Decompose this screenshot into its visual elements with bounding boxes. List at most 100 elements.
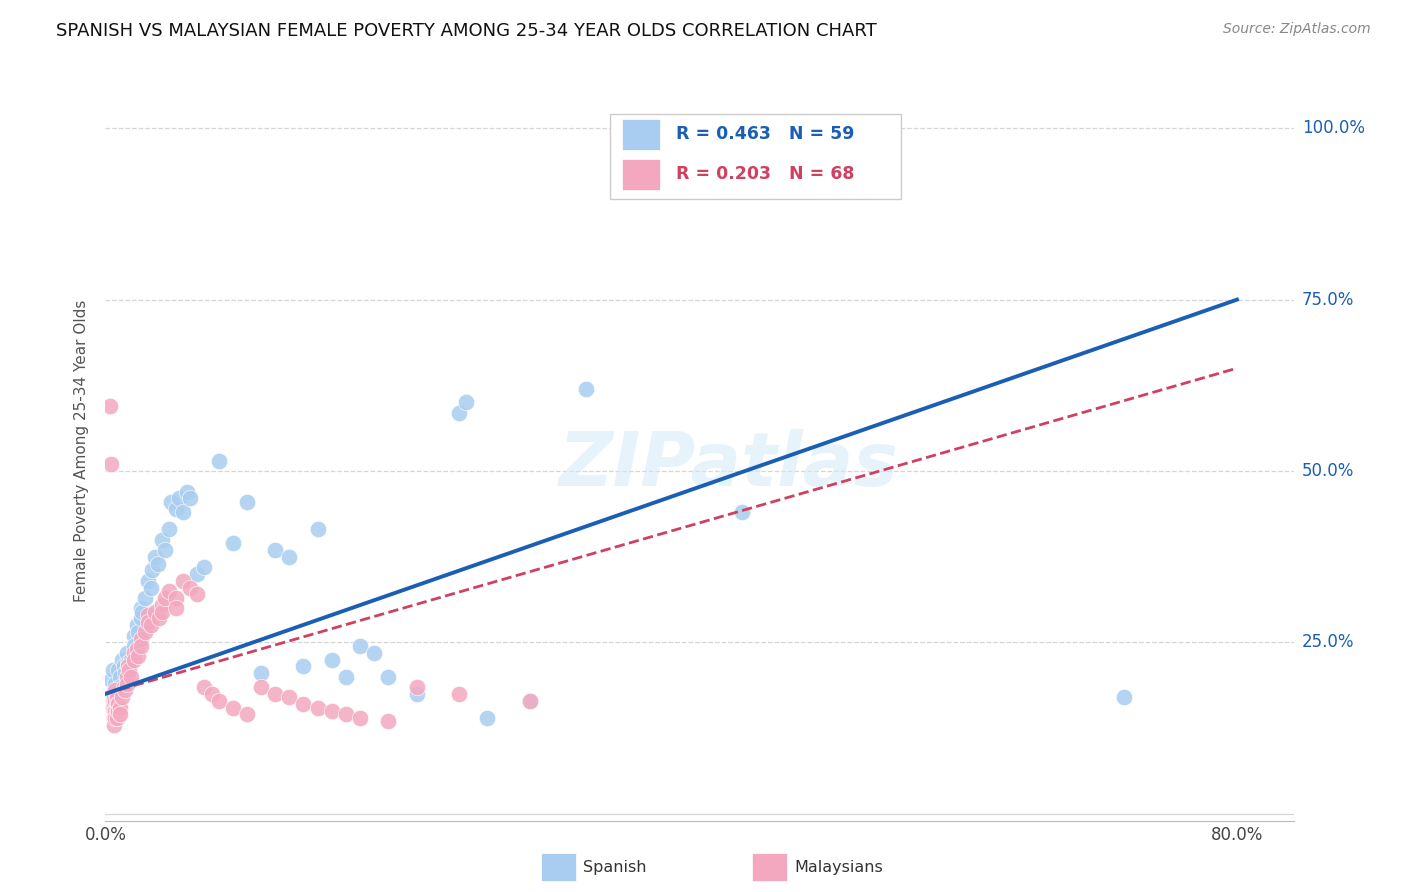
Point xyxy=(115,670,138,684)
Point xyxy=(136,607,159,622)
Point xyxy=(250,680,273,694)
Point xyxy=(105,711,128,725)
Point xyxy=(104,704,127,718)
Point xyxy=(250,666,273,681)
FancyBboxPatch shape xyxy=(623,159,661,190)
Point xyxy=(150,605,173,619)
Point xyxy=(111,690,134,705)
Point xyxy=(103,704,125,718)
FancyBboxPatch shape xyxy=(623,119,661,150)
Text: R = 0.463   N = 59: R = 0.463 N = 59 xyxy=(676,126,853,144)
Point xyxy=(112,659,135,673)
Point xyxy=(101,694,124,708)
Point xyxy=(107,663,129,677)
Point xyxy=(98,399,121,413)
Point xyxy=(117,656,139,670)
Point xyxy=(120,652,142,666)
Point xyxy=(405,680,427,694)
Point xyxy=(118,663,141,677)
Point xyxy=(115,646,138,660)
Point xyxy=(129,611,152,625)
Point xyxy=(222,536,245,550)
Text: 50.0%: 50.0% xyxy=(1302,462,1354,480)
Point xyxy=(107,704,129,718)
Point xyxy=(321,652,343,666)
Point xyxy=(143,605,166,619)
Point xyxy=(104,711,127,725)
Point xyxy=(101,663,124,677)
Point xyxy=(108,707,131,722)
Point xyxy=(118,663,141,677)
Point xyxy=(186,587,208,601)
Point xyxy=(141,563,163,577)
Point xyxy=(108,700,131,714)
Point xyxy=(193,680,215,694)
Point xyxy=(115,676,138,690)
Point xyxy=(179,581,201,595)
Point xyxy=(103,717,125,731)
Point xyxy=(127,625,149,640)
Text: Spanish: Spanish xyxy=(583,860,647,874)
Point xyxy=(111,652,134,666)
Point xyxy=(207,454,229,468)
Point xyxy=(153,542,176,557)
Point xyxy=(165,601,187,615)
Point xyxy=(447,406,470,420)
Point xyxy=(103,697,125,711)
Point xyxy=(139,581,162,595)
Text: R = 0.203   N = 68: R = 0.203 N = 68 xyxy=(676,165,855,183)
Point xyxy=(575,382,598,396)
Point xyxy=(108,670,131,684)
Text: 75.0%: 75.0% xyxy=(1302,291,1354,309)
Point xyxy=(122,652,145,666)
Point xyxy=(167,491,190,506)
Point xyxy=(236,707,259,722)
Point xyxy=(172,574,194,588)
Point xyxy=(103,687,125,701)
Point xyxy=(377,670,399,684)
Point xyxy=(222,700,245,714)
Point xyxy=(134,591,156,605)
Point xyxy=(207,694,229,708)
Point xyxy=(150,533,173,547)
Point xyxy=(349,711,371,725)
Point xyxy=(519,694,541,708)
Point xyxy=(139,618,162,632)
Point xyxy=(125,618,148,632)
Point xyxy=(307,522,329,536)
Point xyxy=(236,495,259,509)
Text: ZIPatlas: ZIPatlas xyxy=(560,429,900,502)
Point xyxy=(129,639,152,653)
Point xyxy=(1112,690,1135,705)
Point xyxy=(122,629,145,643)
Point xyxy=(104,683,127,698)
Point xyxy=(127,649,149,664)
Point xyxy=(104,694,127,708)
Point xyxy=(136,615,159,629)
Point xyxy=(349,639,371,653)
Point xyxy=(143,549,166,564)
Point xyxy=(377,714,399,729)
Text: 25.0%: 25.0% xyxy=(1302,633,1354,651)
Point xyxy=(105,690,128,705)
Point xyxy=(134,625,156,640)
Point xyxy=(335,670,357,684)
Point xyxy=(146,557,169,571)
Point xyxy=(104,676,127,690)
Point xyxy=(131,605,153,619)
Point xyxy=(264,687,287,701)
Point xyxy=(157,584,180,599)
Point xyxy=(321,704,343,718)
Point xyxy=(136,574,159,588)
FancyBboxPatch shape xyxy=(610,113,901,199)
Point xyxy=(186,566,208,581)
Point xyxy=(129,632,152,646)
Point xyxy=(125,642,148,657)
Point xyxy=(264,542,287,557)
Point xyxy=(148,611,170,625)
Text: Malaysians: Malaysians xyxy=(794,860,883,874)
Point xyxy=(129,601,152,615)
Point xyxy=(103,711,125,725)
Point xyxy=(122,646,145,660)
Point xyxy=(193,560,215,574)
